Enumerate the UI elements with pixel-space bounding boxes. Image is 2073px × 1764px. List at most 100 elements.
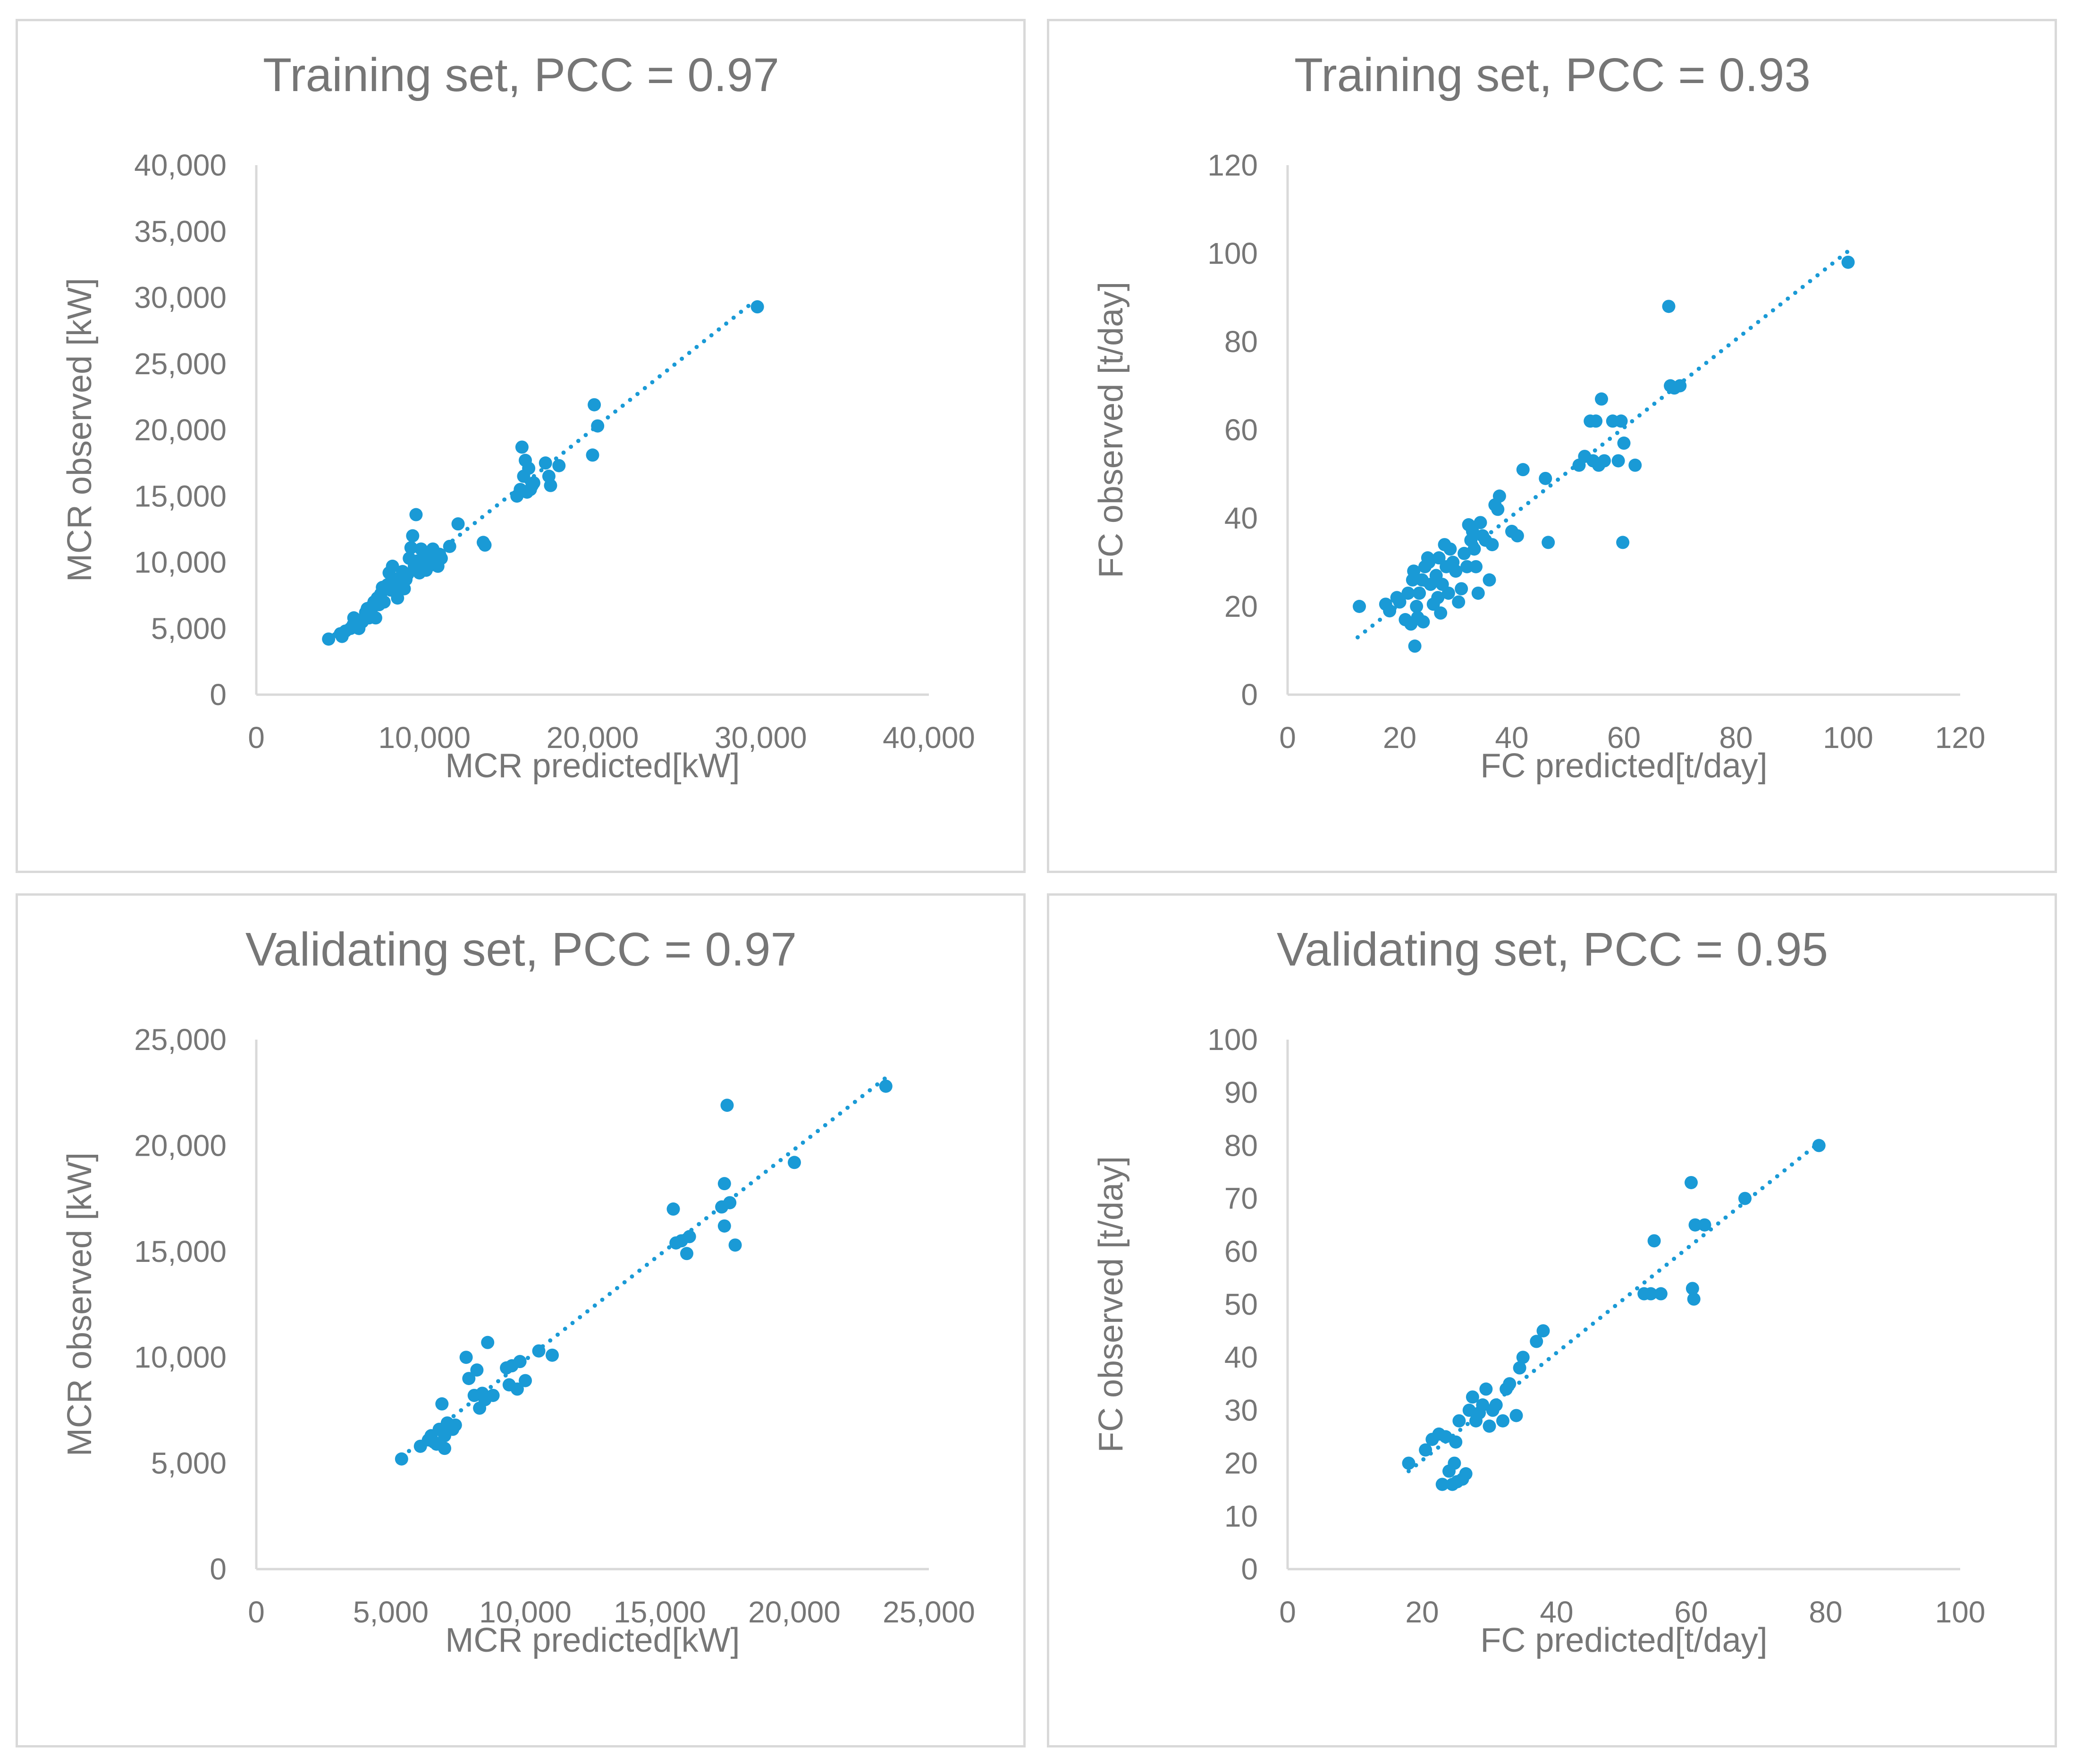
- y-tick-label: 0: [1241, 678, 1258, 712]
- x-tick-label: 0: [248, 721, 265, 755]
- y-axis-title: FC observed [t/day]: [1092, 282, 1130, 578]
- scatter-point: [443, 539, 456, 553]
- scatter-point: [486, 1388, 500, 1402]
- scatter-point: [1419, 1443, 1433, 1457]
- scatter-point: [1353, 600, 1366, 613]
- scatter-point: [1452, 1414, 1466, 1428]
- scatter-point: [1530, 1335, 1543, 1348]
- scatter-point: [522, 462, 536, 475]
- scatter-point: [1589, 414, 1603, 428]
- scatter-point: [1466, 1390, 1479, 1404]
- y-tick-label: 50: [1224, 1287, 1258, 1321]
- x-tick-label: 40: [1495, 721, 1528, 755]
- chart-panel-mcr-validating: Validating set, PCC = 0.97 0 5,000 10,000 1…: [16, 893, 1026, 1747]
- y-tick-label: 100: [1207, 236, 1258, 270]
- scatter-point: [1673, 379, 1687, 393]
- x-tick-label: 30,000: [715, 721, 807, 755]
- scatter-point: [1483, 573, 1496, 587]
- scatter-point: [1647, 1234, 1661, 1248]
- scatter-point: [1441, 586, 1455, 600]
- chart-svg: Training set, PCC = 0.93 0 20 40 60 80 100 120…: [1092, 49, 1986, 785]
- y-tick-label: 30: [1224, 1393, 1258, 1427]
- scatter-point: [1459, 1467, 1473, 1481]
- scatter-point: [438, 1442, 451, 1455]
- scatter-point: [434, 552, 448, 565]
- y-tick-label: 35,000: [134, 214, 227, 248]
- y-tick-label: 5,000: [151, 612, 227, 646]
- scatter-point: [1467, 542, 1481, 556]
- scatter-point: [1383, 604, 1397, 618]
- scatter-point: [1431, 591, 1445, 605]
- scatter-point: [1448, 1456, 1461, 1470]
- scatter-point: [1516, 1351, 1530, 1364]
- scatter-point: [1616, 536, 1630, 549]
- scatter-point: [1536, 1324, 1550, 1338]
- scatter-point: [1685, 1282, 1699, 1295]
- scatter-point: [513, 1355, 527, 1369]
- scatter-point: [1516, 463, 1530, 477]
- scatter-point: [1449, 1435, 1463, 1449]
- scatter-point: [369, 611, 382, 625]
- scatter-point: [406, 529, 420, 543]
- scatter-point: [435, 1397, 449, 1411]
- scatter-point: [1597, 454, 1611, 468]
- scatter-point: [1513, 1361, 1526, 1375]
- x-tick-label: 60: [1674, 1595, 1708, 1629]
- scatter-point: [1812, 1139, 1826, 1152]
- y-tick-label: 70: [1224, 1182, 1258, 1216]
- scatter-point: [1471, 586, 1485, 600]
- x-tick-label: 40: [1540, 1595, 1573, 1629]
- scatter-point: [1698, 1218, 1711, 1232]
- y-axis-title: FC observed [t/day]: [1092, 1156, 1130, 1453]
- chart-svg: Validating set, PCC = 0.97 0 5,000 10,000 1…: [61, 923, 975, 1659]
- scatter-point: [1542, 536, 1555, 549]
- x-tick-label: 20,000: [547, 721, 639, 755]
- scatter-point: [1654, 1287, 1668, 1301]
- scatter-point: [1474, 516, 1487, 529]
- scatter-point: [1539, 471, 1552, 485]
- scatter-point: [1413, 586, 1426, 600]
- scatter-point: [395, 1452, 408, 1466]
- y-tick-label: 30,000: [134, 281, 227, 315]
- scatter-point: [546, 1348, 559, 1362]
- scatter-point: [1458, 546, 1471, 560]
- x-tick-label: 120: [1935, 721, 1986, 755]
- x-tick-label: 60: [1607, 721, 1641, 755]
- scatter-point: [728, 1238, 742, 1252]
- scatter-point: [591, 419, 605, 433]
- chart-svg: Validating set, PCC = 0.95 0 10 20 30 40 50 60…: [1092, 923, 1985, 1659]
- scatter-point: [1510, 529, 1524, 543]
- y-tick-label: 40: [1224, 1340, 1258, 1374]
- x-tick-label: 80: [1809, 1595, 1842, 1629]
- scatter-point: [717, 1219, 731, 1233]
- scatter-point: [1408, 639, 1422, 653]
- y-tick-label: 10,000: [134, 1340, 227, 1374]
- scatter-point: [1449, 564, 1463, 578]
- y-tick-label: 0: [210, 678, 227, 712]
- scatter-point: [666, 1202, 680, 1216]
- scatter-point: [510, 1382, 524, 1396]
- scatter-point: [1410, 600, 1424, 613]
- chart-title: Training set, PCC = 0.97: [263, 49, 779, 101]
- scatter-point: [1628, 458, 1642, 472]
- scatter-point: [1644, 1287, 1658, 1301]
- x-tick-label: 15,000: [614, 1595, 706, 1629]
- scatter-point: [1432, 551, 1446, 565]
- scatter-point: [1479, 1382, 1493, 1396]
- scatter-point: [1439, 1430, 1452, 1444]
- scatter-point: [459, 1351, 473, 1364]
- y-tick-label: 100: [1207, 1023, 1258, 1057]
- y-tick-label: 80: [1224, 1128, 1258, 1162]
- trendline: [1407, 1141, 1821, 1473]
- scatter-point: [539, 456, 552, 470]
- scatter-point: [448, 1418, 462, 1432]
- x-axis-title: MCR predicted[kW]: [445, 1621, 740, 1659]
- scatter-point: [519, 1374, 532, 1387]
- scatter-point: [788, 1156, 801, 1169]
- scatter-point: [1402, 1456, 1416, 1470]
- scatter-point: [1687, 1292, 1701, 1306]
- y-axis-title: MCR observed [kW]: [61, 1152, 99, 1456]
- x-tick-label: 0: [248, 1595, 265, 1629]
- scatter-point: [683, 1230, 696, 1243]
- scatter-point: [409, 508, 423, 521]
